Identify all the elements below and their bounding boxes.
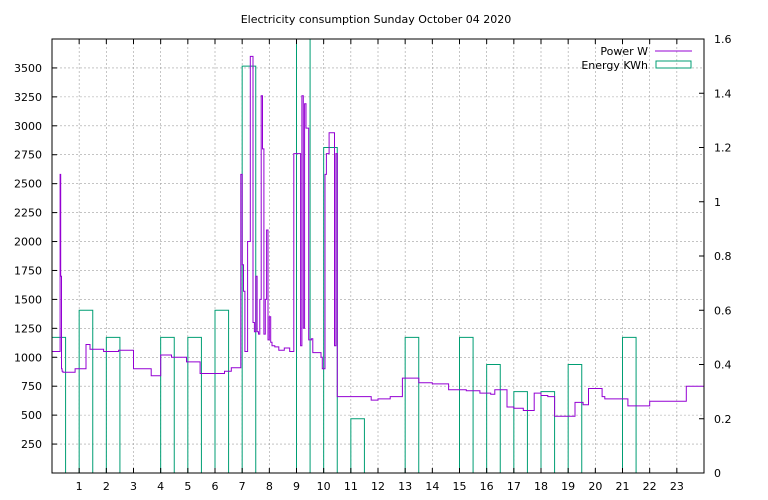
grid-lines: [52, 39, 704, 473]
legend-label-power: Power W: [600, 45, 648, 58]
energy-bar: [404, 336, 420, 474]
energy-bar: [350, 418, 365, 474]
energy-bar: [486, 364, 501, 474]
x-tick-label: 6: [212, 480, 219, 493]
energy-bar: [323, 147, 338, 474]
x-tick-label: 2: [103, 480, 110, 493]
y-tick-label: 2750: [14, 149, 42, 162]
x-tick-label: 10: [317, 480, 331, 493]
x-tick-label: 22: [643, 480, 657, 493]
x-tick-label: 20: [588, 480, 602, 493]
y-tick-label: 1750: [14, 264, 42, 277]
legend-label-energy: Energy KWh: [581, 59, 648, 72]
y-tick-label: 2000: [14, 236, 42, 249]
power-line: [52, 55, 705, 417]
y-tick-label: 250: [21, 438, 42, 451]
energy-bar: [622, 336, 637, 474]
x-tick-label: 9: [293, 480, 300, 493]
y-axis-labels: 250 500 750 1000 1250 1500 1750 2000 2250 2500 275…: [14, 62, 42, 451]
legend-swatch-energy: [655, 60, 692, 69]
x-tick-label: 1: [76, 480, 83, 493]
y2-tick-label: 0: [714, 467, 721, 480]
energy-bar: [459, 336, 474, 474]
y2-tick-label: 0.6: [714, 304, 732, 317]
energy-bar: [241, 65, 257, 474]
y2-axis-labels: 0 0.2 0.4 0.6 0.8 1 1.2 1.4 1.6: [714, 33, 732, 480]
x-tick-label: 7: [239, 480, 246, 493]
y2-tick-label: 1.2: [714, 142, 732, 155]
energy-bar: [540, 391, 556, 474]
y2-tick-label: 1.6: [714, 33, 732, 46]
energy-bar: [78, 309, 94, 474]
y2-tick-label: 1.4: [714, 87, 732, 100]
y2-tick-label: 0.2: [714, 413, 732, 426]
x-tick-label: 5: [184, 480, 191, 493]
y-tick-label: 1250: [14, 322, 42, 335]
y-tick-label: 500: [21, 409, 42, 422]
axis-ticks: [52, 38, 704, 474]
x-tick-label: 4: [157, 480, 164, 493]
y-tick-label: 3000: [14, 120, 42, 133]
x-tick-label: 18: [534, 480, 548, 493]
x-tick-label: 12: [371, 480, 385, 493]
y-tick-label: 3250: [14, 91, 42, 104]
x-tick-label: 3: [130, 480, 137, 493]
x-tick-label: 23: [670, 480, 684, 493]
y-tick-label: 750: [21, 380, 42, 393]
y-tick-label: 1000: [14, 351, 42, 364]
x-tick-label: 15: [453, 480, 467, 493]
x-tick-label: 13: [398, 480, 412, 493]
x-tick-label: 14: [425, 480, 439, 493]
y-tick-label: 3500: [14, 62, 42, 75]
x-tick-label: 21: [616, 480, 630, 493]
power-series: [52, 55, 705, 417]
y-tick-label: 2250: [14, 207, 42, 220]
x-axis-labels: 1 2 3 4 5 6 7 8 9 10 11 12 13 14 15 16 17 18 19 20 21 22 23: [76, 480, 684, 493]
x-tick-label: 19: [561, 480, 575, 493]
y-tick-label: 2500: [14, 178, 42, 191]
y2-tick-label: 0.8: [714, 250, 732, 263]
energy-bar: [187, 336, 202, 474]
energy-bar: [214, 309, 230, 474]
energy-series: [51, 38, 637, 474]
energy-bar: [105, 336, 121, 474]
energy-bar: [567, 364, 583, 474]
x-tick-label: 16: [480, 480, 494, 493]
chart-title: Electricity consumption Sunday October 0…: [241, 13, 512, 26]
x-tick-label: 11: [344, 480, 358, 493]
y-tick-label: 1500: [14, 293, 42, 306]
legend: Power W Energy KWh: [581, 45, 692, 72]
energy-bar: [513, 391, 528, 474]
y2-tick-label: 0.4: [714, 359, 732, 372]
y2-tick-label: 1: [714, 196, 721, 209]
x-tick-label: 17: [507, 480, 521, 493]
x-tick-label: 8: [266, 480, 273, 493]
